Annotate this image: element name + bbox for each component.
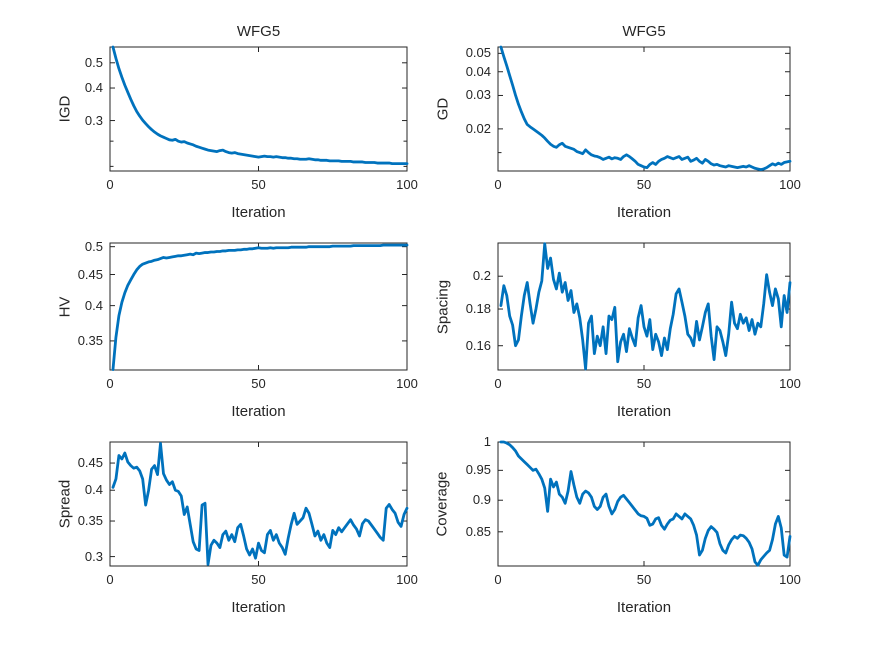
y-tick-label: 0.4 [84,80,103,96]
y-tick-label: 0.03 [465,87,491,103]
spacing-series-line [499,242,792,371]
y-tick-label: 0.35 [77,332,103,348]
y-tick-label: 0.4 [84,482,103,498]
x-tick-label: 100 [396,376,418,391]
y-tick-label: 0.35 [77,513,103,529]
coverage-plot-canvas [497,440,792,567]
x-axis-label: Iteration [231,599,286,616]
y-tick-label: 0.02 [465,120,491,136]
hv-plot-canvas [109,242,409,371]
x-tick-label: 0 [494,572,502,587]
x-tick-label: 50 [636,376,652,391]
y-tick-label: 0.45 [77,266,103,282]
x-tick-label: 100 [396,177,418,192]
x-tick-label: 100 [779,572,801,587]
x-tick-label: 0 [494,376,502,391]
y-axis-label: Spacing [434,279,452,334]
y-tick-label: 0.45 [77,455,103,471]
y-tick-label: 0.5 [84,54,103,70]
y-axis-label: Coverage [433,471,451,537]
y-tick-label: 0.5 [84,238,103,254]
y-tick-label: 0.9 [472,492,491,508]
axes-box [109,46,408,172]
y-axis-label: HV [56,296,74,317]
plot-title: WFG5 [622,23,666,40]
y-tick-label: 0.95 [465,462,491,478]
x-tick-label: 100 [779,177,801,192]
spread-plot-canvas [109,441,409,567]
x-tick-label: 50 [251,572,266,587]
y-axis-label: GD [434,97,452,121]
y-tick-label: 0.05 [465,45,491,61]
y-tick-label: 0.3 [84,112,103,128]
x-tick-label: 100 [396,572,418,587]
y-tick-label: 0.2 [472,268,491,284]
axes-box [109,242,408,371]
igd-plot-canvas [109,45,409,172]
y-tick-label: 0.3 [84,548,103,564]
x-tick-label: 100 [779,376,801,391]
axes-box [497,46,791,172]
x-tick-label: 0 [106,177,114,192]
y-tick-label: 0.4 [84,297,103,313]
y-tick-label: 0.85 [465,523,491,539]
x-axis-label: Iteration [616,204,672,221]
x-tick-label: 0 [106,376,114,391]
x-tick-label: 50 [636,177,652,192]
axes-box [497,441,791,567]
axes-box [497,242,791,371]
x-tick-label: 50 [636,572,652,587]
hv-series-line [111,243,409,371]
spread-series-line [111,442,409,566]
x-axis-label: Iteration [231,204,286,221]
y-axis-label: Spread [56,479,74,529]
gd-series-line [499,45,792,172]
axes-box [109,441,408,567]
y-tick-label: 0.04 [465,63,491,79]
y-axis-label: IGD [56,95,74,123]
coverage-series-line [499,440,792,567]
igd-series-line [111,45,409,165]
x-axis-label: Iteration [616,403,672,420]
x-tick-label: 0 [494,177,502,192]
x-tick-label: 50 [251,376,266,391]
x-axis-label: Iteration [616,599,672,616]
y-tick-label: 1 [483,434,491,449]
gd-plot-canvas [497,45,792,172]
x-tick-label: 0 [106,572,114,587]
x-axis-label: Iteration [231,403,286,420]
x-tick-label: 50 [251,177,266,192]
y-tick-label: 0.16 [465,337,491,353]
plot-title: WFG5 [236,23,281,40]
spacing-plot-canvas [497,242,792,371]
y-tick-label: 0.18 [465,301,491,317]
